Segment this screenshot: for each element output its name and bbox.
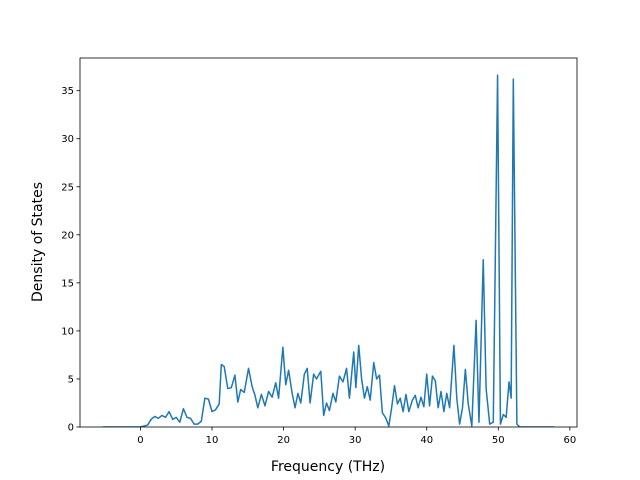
x-axis-label: Frequency (THz): [271, 459, 385, 475]
x-tick-label: 40: [420, 435, 433, 446]
x-tick-label: 20: [277, 435, 290, 446]
y-axis-label: Density of States: [30, 182, 46, 302]
y-tick-label: 25: [61, 182, 74, 193]
x-tick-label: 60: [563, 435, 576, 446]
x-tick-label: 0: [137, 435, 143, 446]
y-tick-label: 5: [68, 374, 74, 385]
x-tick-label: 30: [349, 435, 362, 446]
x-tick-label: 10: [206, 435, 219, 446]
y-tick-label: 35: [61, 86, 74, 97]
y-tick-label: 10: [61, 326, 74, 337]
plot-frame: [79, 57, 578, 428]
y-tick-label: 30: [61, 134, 74, 145]
y-tick-label: 20: [61, 230, 74, 241]
y-tick-label: 15: [61, 278, 74, 289]
x-tick-label: 50: [492, 435, 505, 446]
line: [102, 74, 555, 427]
y-tick-label: 0: [68, 423, 74, 434]
